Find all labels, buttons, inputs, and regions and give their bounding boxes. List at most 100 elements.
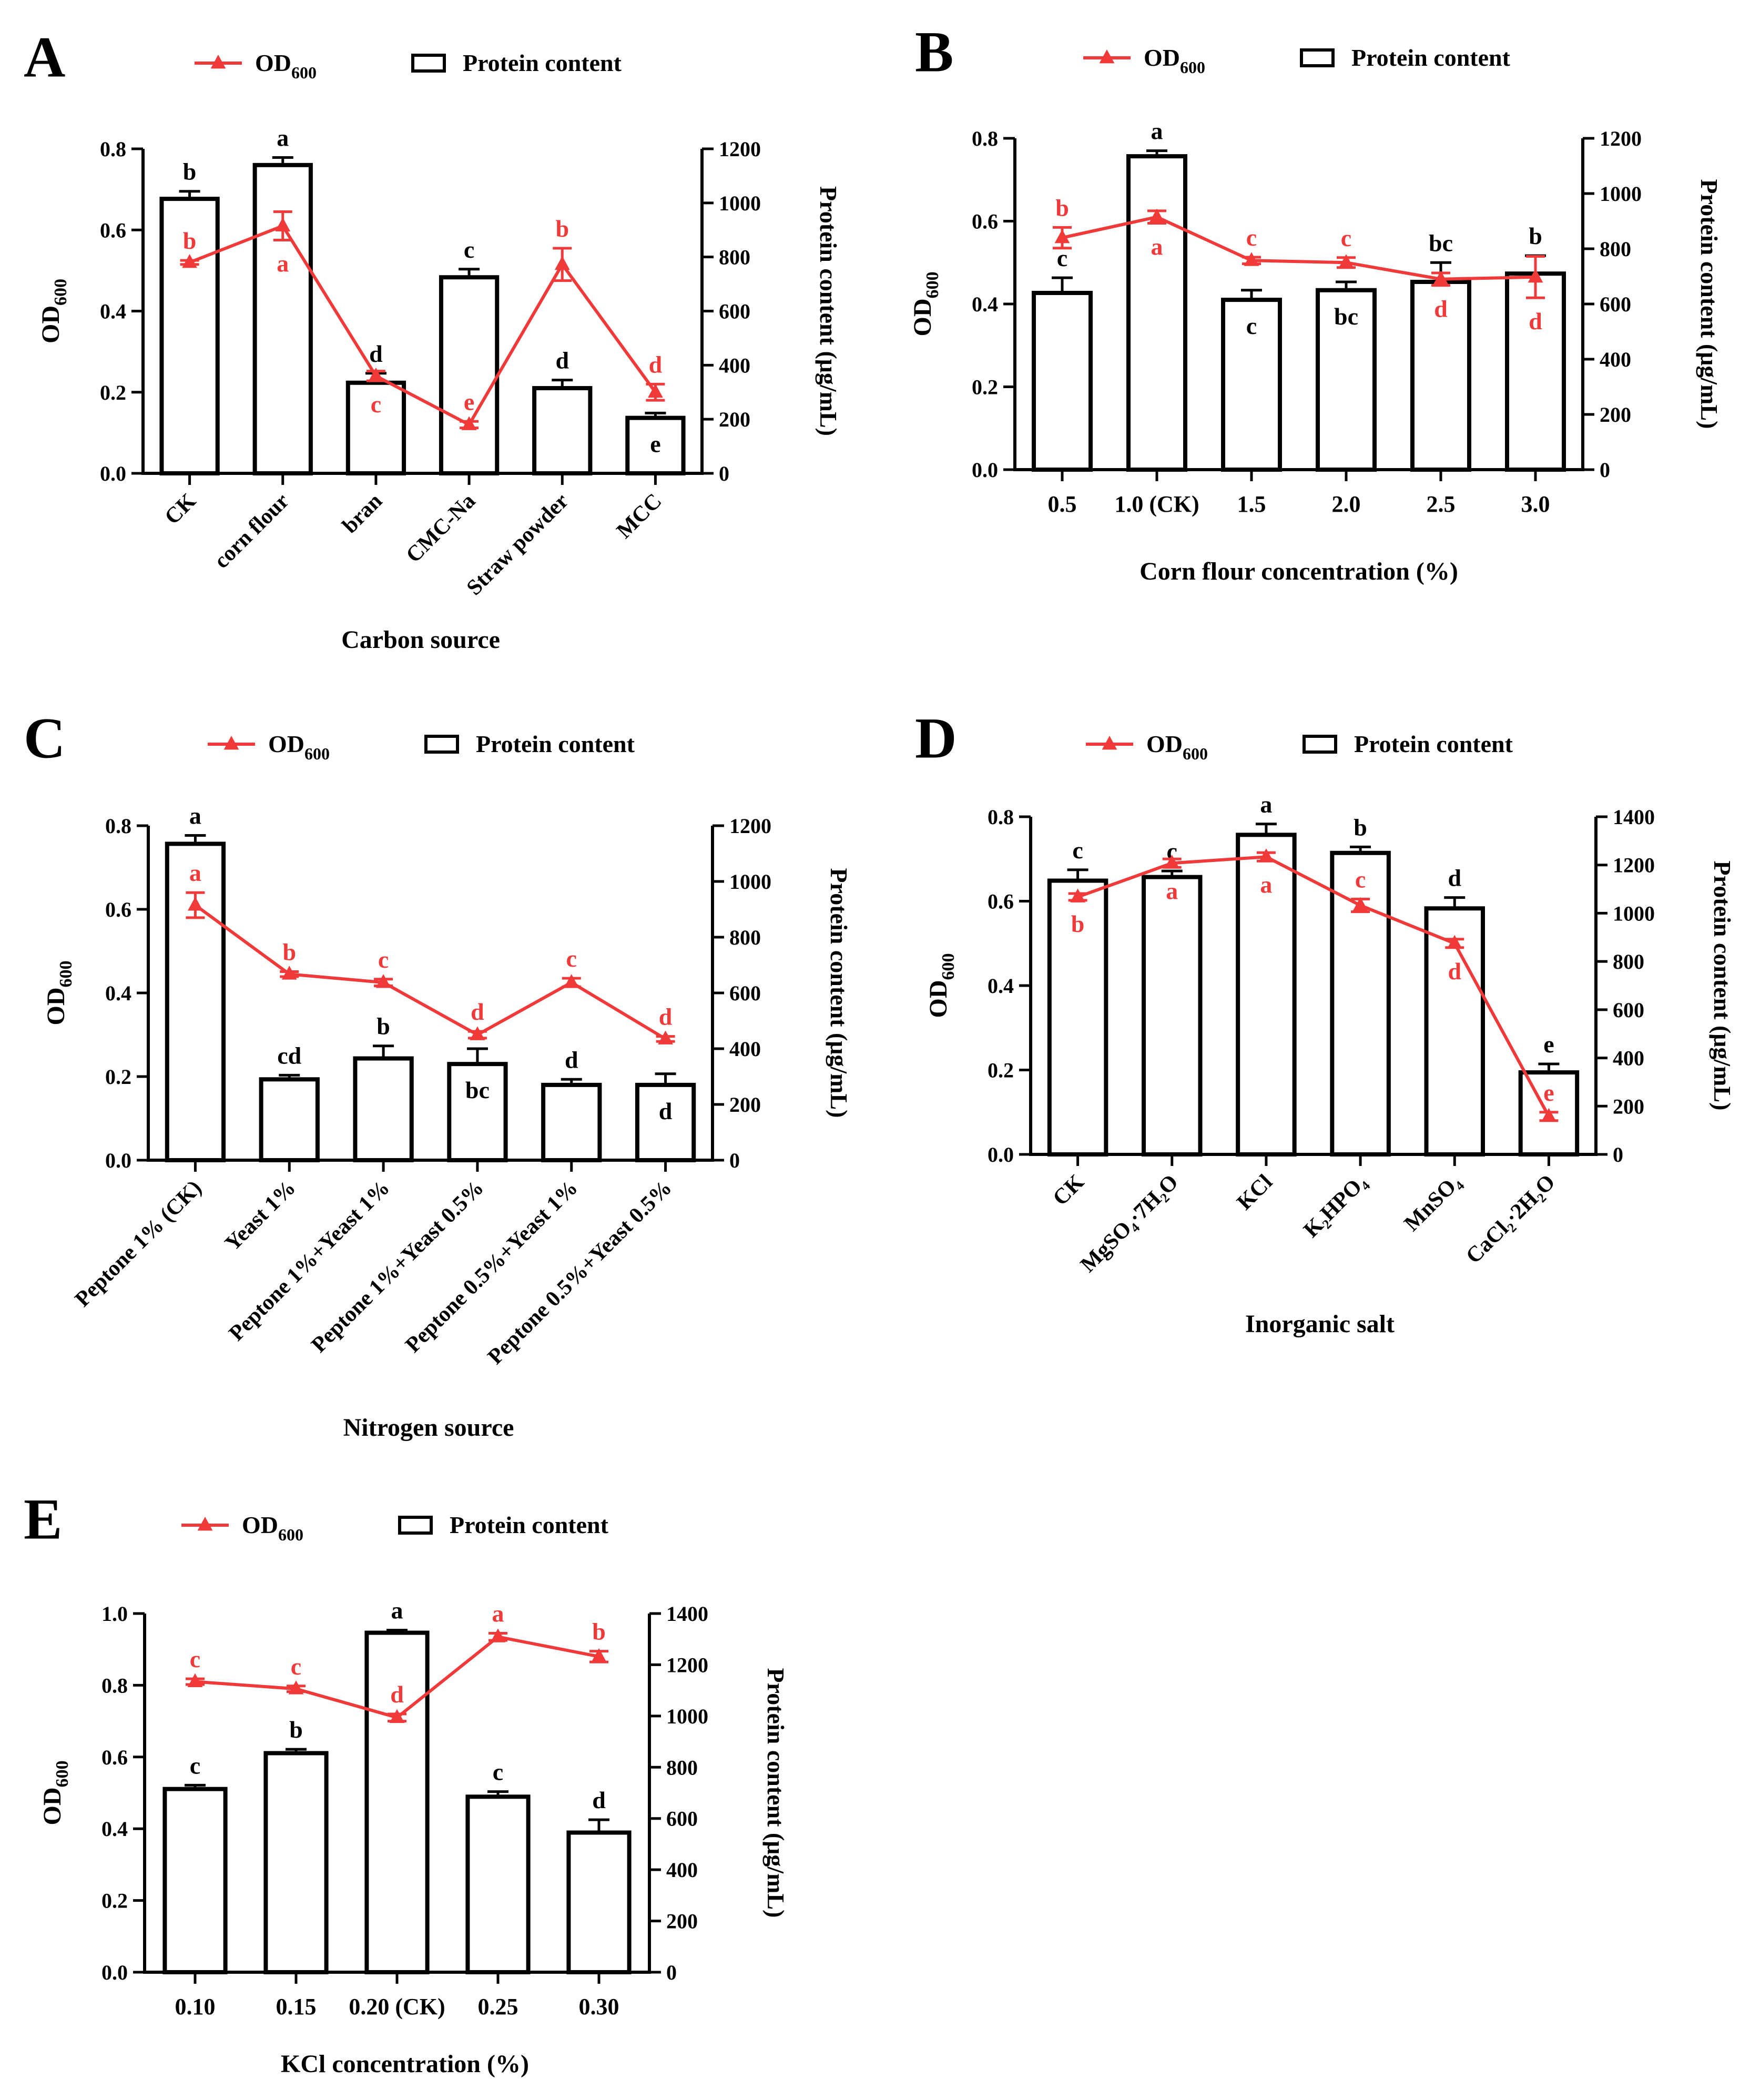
- legend-od-main: OD: [1146, 731, 1183, 757]
- od-significance-letter: d: [1448, 958, 1461, 985]
- od-point: [1352, 897, 1368, 911]
- legend-protein-label: Protein content: [476, 731, 635, 757]
- od-significance-letter: c: [291, 1653, 301, 1680]
- right-tick-label: 1200: [1600, 127, 1642, 150]
- od-point: [288, 1680, 304, 1695]
- od-point: [281, 966, 297, 980]
- panel-A: A OD600 Protein content0.00.20.40.60.80200…: [24, 25, 842, 654]
- left-tick-label: 0.2: [988, 1059, 1014, 1082]
- od-significance-letter: c: [1341, 225, 1351, 251]
- protein-bar: [1424, 906, 1485, 1157]
- protein-bar: [566, 1830, 632, 1974]
- bar-significance-letter: a: [391, 1597, 403, 1624]
- legend-protein-label: Protein content: [463, 49, 622, 76]
- x-tick-label: CK: [1049, 1170, 1089, 1210]
- right-tick-label: 800: [1600, 237, 1631, 261]
- bar-significance-letter: e: [650, 431, 660, 458]
- od-significance-letter: a: [1151, 233, 1163, 260]
- left-axis-title-sub: 600: [51, 279, 70, 306]
- left-tick-label: 0.8: [100, 137, 126, 161]
- x-axis-title: Corn flour concentration (%): [1139, 557, 1458, 585]
- od-point: [1164, 855, 1180, 869]
- bar-significance-letter: c: [1246, 312, 1257, 339]
- bar-significance-letter: c: [464, 236, 474, 263]
- left-tick-label: 0.6: [972, 210, 998, 234]
- left-tick-label: 0.8: [988, 805, 1014, 829]
- left-tick-label: 0.6: [105, 898, 131, 921]
- x-axis-title: Carbon source: [341, 626, 500, 654]
- legend-bar-swatch: [424, 735, 459, 754]
- legend-bar-swatch: [1303, 735, 1337, 754]
- legend-od-sub: 600: [291, 63, 317, 82]
- left-tick-label: 0.8: [105, 814, 131, 838]
- od-significance-letter: a: [189, 859, 201, 886]
- left-tick-label: 0.0: [105, 1149, 131, 1172]
- legend-bar-swatch: [411, 54, 446, 73]
- right-tick-label: 1200: [666, 1653, 708, 1677]
- legend-od-main: OD: [1144, 44, 1180, 71]
- od-significance-letter: c: [1246, 224, 1257, 251]
- od-significance-letter: d: [471, 998, 484, 1025]
- protein-bar: [1032, 291, 1093, 472]
- right-tick-label: 200: [1613, 1094, 1644, 1118]
- legend-od-main: OD: [255, 49, 291, 76]
- bar-significance-letter: d: [565, 1046, 578, 1073]
- left-tick-label: 0.2: [105, 1065, 131, 1089]
- right-tick-label: 800: [1613, 950, 1644, 973]
- x-tick-label: 2.0: [1332, 491, 1361, 517]
- right-tick-label: 600: [1613, 998, 1644, 1022]
- bar-significance-letter: a: [189, 803, 201, 829]
- bar-significance-letter: e: [1543, 1031, 1554, 1058]
- x-axis-title: Nitrogen source: [343, 1414, 514, 1442]
- od-significance-letter: d: [659, 1003, 673, 1030]
- protein-bar: [1142, 875, 1203, 1156]
- legend-triangle-marker: [197, 1517, 213, 1531]
- od-significance-letter: b: [1055, 194, 1069, 221]
- od-point: [1149, 208, 1165, 223]
- x-tick-label: 0.20 (CK): [349, 1994, 445, 2020]
- left-axis-title-sub: 600: [56, 961, 76, 988]
- right-tick-label: 800: [729, 926, 761, 949]
- right-axis-title: Protein content (μg/mL): [826, 868, 852, 1118]
- right-tick-label: 400: [729, 1037, 761, 1061]
- left-tick-label: 0.6: [100, 218, 126, 242]
- legend-od-sub: 600: [278, 1525, 303, 1544]
- od-point: [490, 1628, 506, 1642]
- left-axis-title-main: OD: [924, 980, 952, 1018]
- od-significance-letter: b: [592, 1618, 606, 1645]
- protein-bar: [263, 1751, 329, 1975]
- x-tick-label: Peptone 1%+Yeast 0.5%: [307, 1176, 489, 1358]
- panel-letter: A: [24, 25, 65, 89]
- od-line: [1062, 215, 1536, 281]
- right-tick-label: 0: [729, 1149, 740, 1172]
- bar-significance-letter: b: [377, 1013, 390, 1040]
- protein-bar: [439, 275, 500, 476]
- bar-significance-letter: c: [1072, 837, 1083, 864]
- x-tick-label: 0.25: [478, 1994, 518, 2020]
- od-point: [375, 974, 391, 988]
- right-axis-title: Protein content (μg/mL): [1696, 179, 1723, 429]
- od-significance-letter: a: [492, 1600, 504, 1627]
- left-tick-label: 0.4: [988, 974, 1014, 998]
- x-tick-label: CaCl₂·2H₂O: [1461, 1170, 1560, 1269]
- left-tick-label: 0.2: [101, 1889, 128, 1913]
- protein-bar: [541, 1082, 602, 1162]
- od-point: [648, 383, 663, 398]
- right-tick-label: 1000: [729, 870, 771, 894]
- bar-significance-letter: cd: [277, 1042, 301, 1069]
- x-tick-label: Peptone 0.5%+Yeast 0.5%: [483, 1176, 677, 1369]
- od-significance-letter: b: [183, 227, 197, 254]
- legend: OD600 Protein content: [181, 1511, 609, 1544]
- x-tick-label: K₂HPO₄: [1299, 1170, 1371, 1242]
- od-point: [1433, 270, 1449, 285]
- left-axis-title: OD600: [38, 1761, 72, 1825]
- bar-significance-letter: d: [659, 1098, 673, 1124]
- x-tick-label: Peptone 0.5%+Yeast 1%: [401, 1176, 583, 1358]
- bar-significance-letter: b: [183, 158, 197, 185]
- left-axis-title: OD600: [42, 961, 76, 1026]
- bar-significance-letter: bc: [465, 1077, 490, 1103]
- od-significance-letter: c: [378, 946, 389, 973]
- right-tick-label: 200: [1600, 403, 1631, 427]
- right-tick-label: 0: [719, 462, 729, 485]
